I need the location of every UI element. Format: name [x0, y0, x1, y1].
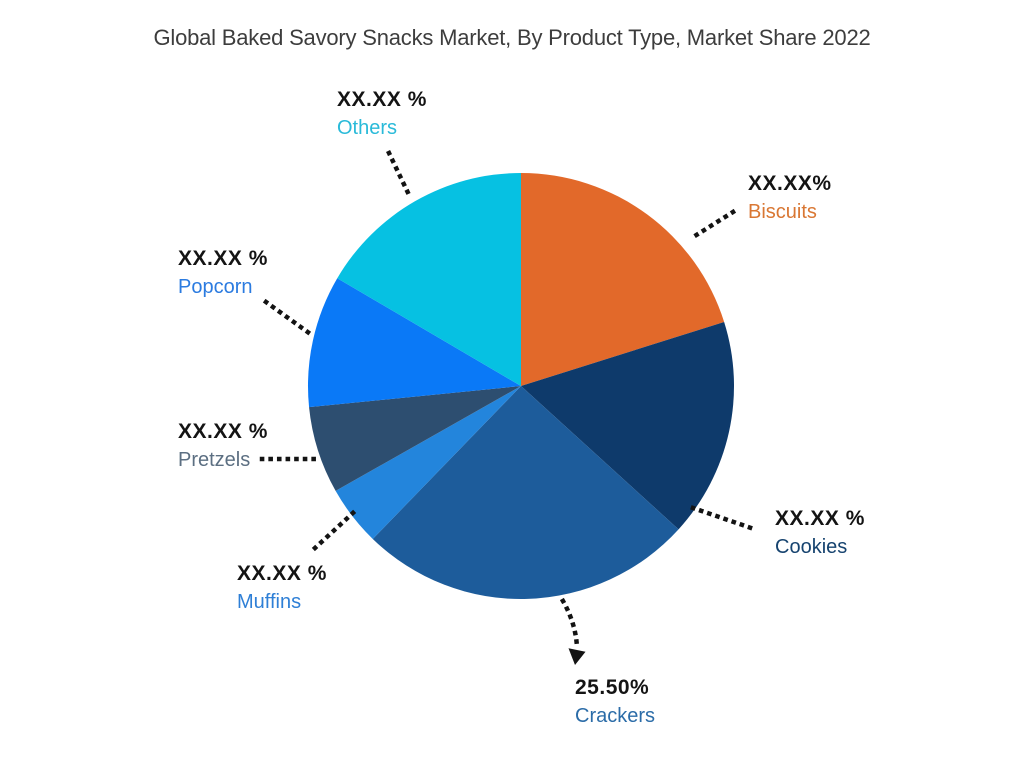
- muffins-name: Muffins: [237, 591, 302, 613]
- pie-slice-crackers: [372, 386, 679, 599]
- crackers-name: Crackers: [575, 705, 656, 727]
- crackers-value: 25.50%: [575, 676, 650, 699]
- cookies-value: XX.XX %: [775, 507, 865, 530]
- pretzels-name: Pretzels: [178, 449, 251, 471]
- label-cookies: XX.XX % Cookies: [775, 508, 865, 557]
- pie-slice-others: [337, 173, 521, 386]
- pie-slices: [307, 173, 734, 599]
- label-pretzels: XX.XX % Pretzels: [178, 421, 268, 470]
- label-muffins: XX.XX % Muffins: [237, 563, 327, 612]
- leader-line-cookies: [690, 505, 760, 533]
- crackers-arrowhead-icon: [568, 648, 586, 665]
- others-value: XX.XX %: [337, 88, 427, 111]
- leader-line-muffins: [311, 508, 358, 552]
- chart-title: Global Baked Savory Snacks Market, By Pr…: [153, 25, 871, 50]
- popcorn-value: XX.XX %: [178, 247, 268, 270]
- biscuits-value: XX.XX%: [748, 172, 832, 195]
- pie-slice-cookies: [521, 321, 734, 530]
- label-others: XX.XX % Others: [337, 89, 427, 138]
- popcorn-name: Popcorn: [178, 276, 253, 298]
- label-popcorn: XX.XX % Popcorn: [178, 248, 268, 297]
- leader-line-biscuits: [686, 208, 737, 243]
- biscuits-name: Biscuits: [748, 201, 817, 223]
- pie-slice-biscuits: [521, 173, 725, 386]
- others-name: Others: [337, 117, 398, 139]
- muffins-value: XX.XX %: [237, 562, 327, 585]
- pie-slice-muffins: [335, 386, 521, 539]
- pretzels-value: XX.XX %: [178, 420, 268, 443]
- leader-line-others: [386, 150, 413, 200]
- pie-slice-pretzels: [309, 386, 521, 491]
- cookies-name: Cookies: [775, 536, 848, 558]
- leader-line-popcorn: [262, 298, 313, 337]
- label-biscuits: XX.XX% Biscuits: [748, 173, 832, 222]
- pie-slice-popcorn: [307, 278, 521, 408]
- leader-line-crackers: [559, 597, 580, 651]
- label-crackers: 25.50% Crackers: [575, 677, 655, 726]
